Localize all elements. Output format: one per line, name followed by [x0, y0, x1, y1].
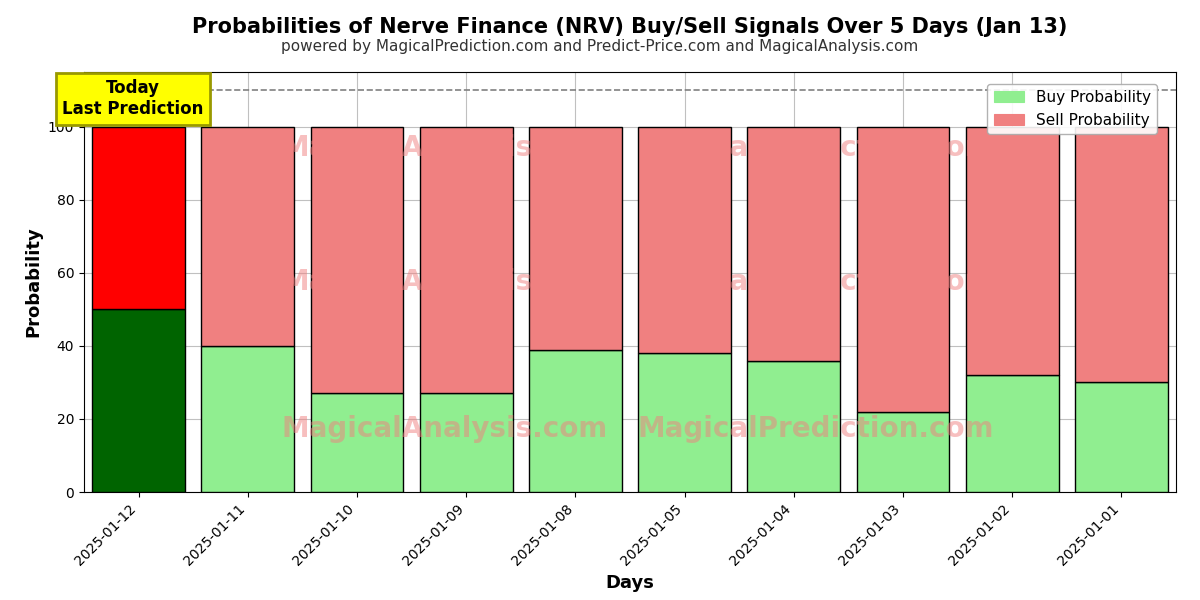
Text: MagicalPrediction.com: MagicalPrediction.com [637, 415, 994, 443]
Bar [202, 346, 294, 492]
Bar [1075, 382, 1168, 492]
Bar [92, 310, 185, 492]
Bar [857, 412, 949, 492]
Bar [92, 127, 185, 310]
Bar [202, 127, 294, 346]
Bar [857, 127, 949, 412]
Bar [638, 353, 731, 492]
Text: powered by MagicalPrediction.com and Predict-Price.com and MagicalAnalysis.com: powered by MagicalPrediction.com and Pre… [281, 39, 919, 54]
Bar [748, 127, 840, 361]
Legend: Buy Probability, Sell Probability: Buy Probability, Sell Probability [988, 84, 1158, 134]
Bar [311, 127, 403, 394]
Text: Today
Last Prediction: Today Last Prediction [62, 79, 204, 118]
Bar [529, 350, 622, 492]
Text: MagicalPrediction.com: MagicalPrediction.com [637, 134, 994, 161]
Text: MagicalAnalysis.com: MagicalAnalysis.com [281, 415, 607, 443]
Bar [420, 394, 512, 492]
Text: MagicalAnalysis.com: MagicalAnalysis.com [281, 134, 607, 161]
Bar [638, 127, 731, 353]
Y-axis label: Probability: Probability [24, 227, 42, 337]
Bar [1075, 127, 1168, 382]
Bar [966, 375, 1058, 492]
Bar [311, 394, 403, 492]
Bar [529, 127, 622, 350]
Title: Probabilities of Nerve Finance (NRV) Buy/Sell Signals Over 5 Days (Jan 13): Probabilities of Nerve Finance (NRV) Buy… [192, 17, 1068, 37]
Bar [420, 127, 512, 394]
Text: MagicalAnalysis.com: MagicalAnalysis.com [281, 268, 607, 296]
X-axis label: Days: Days [606, 574, 654, 592]
Bar [748, 361, 840, 492]
Text: MagicalPrediction.com: MagicalPrediction.com [637, 268, 994, 296]
Bar [966, 127, 1058, 375]
